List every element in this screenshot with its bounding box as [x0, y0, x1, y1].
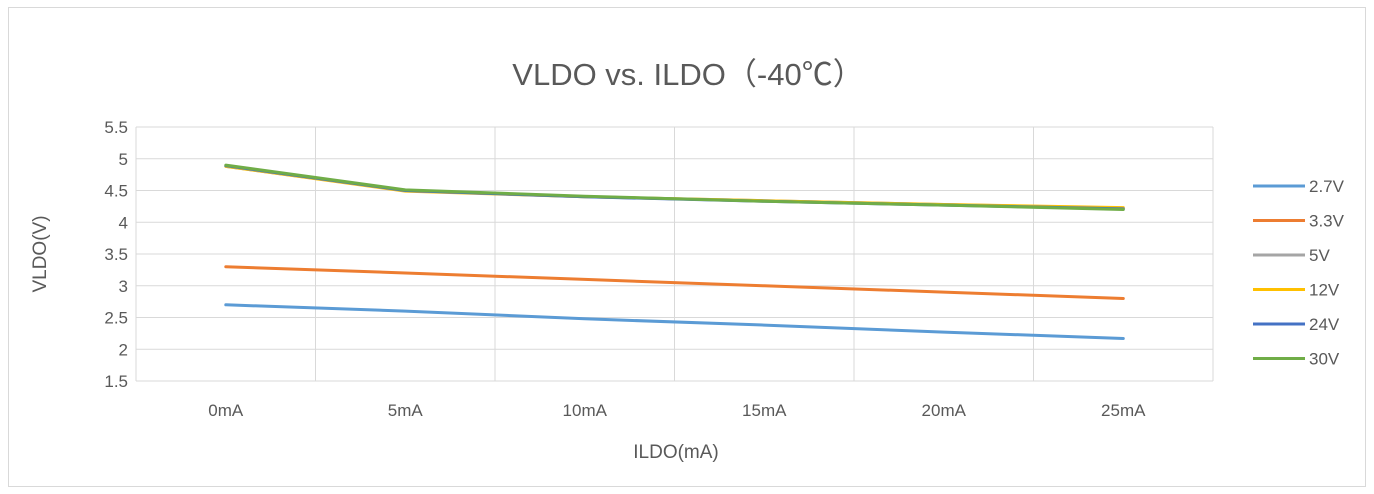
legend-entry-label: 24V	[1309, 315, 1340, 334]
legend-entry-label: 3.3V	[1309, 212, 1345, 231]
y-tick-label: 4	[119, 213, 128, 232]
chart-frame	[8, 7, 1366, 487]
gridlines	[135, 126, 1214, 382]
y-tick-label: 3.5	[104, 245, 128, 264]
y-tick-label: 2.5	[104, 309, 128, 328]
x-tick-label: 0mA	[208, 401, 244, 420]
series-line	[224, 163, 1125, 211]
x-tick-label: 10mA	[563, 401, 608, 420]
legend-entry-label: 5V	[1309, 246, 1330, 265]
legend-entry-label: 2.7V	[1309, 177, 1345, 196]
x-tick-label: 25mA	[1101, 401, 1146, 420]
series-lines	[224, 163, 1125, 340]
y-axis-ticks: 5.5 5 4.5 4 3.5 3 2.5 2 1.5	[104, 118, 128, 391]
series-line	[224, 265, 1125, 300]
legend-entry-label: 30V	[1309, 350, 1340, 369]
x-tick-label: 15mA	[742, 401, 787, 420]
chart-title: VLDO vs. ILDO（-40℃）	[512, 57, 863, 92]
x-tick-label: 20mA	[922, 401, 967, 420]
legend: 2.7V 3.3V 5V 12V 24V 30V	[1253, 177, 1345, 369]
x-axis-label: ILDO(mA)	[633, 442, 719, 463]
y-tick-label: 4.5	[104, 182, 128, 201]
legend-entry-label: 12V	[1309, 281, 1340, 300]
series-line	[224, 303, 1125, 340]
x-axis-ticks: 0mA 5mA 10mA 15mA 20mA 25mA	[208, 401, 1146, 420]
y-tick-label: 3	[119, 277, 128, 296]
y-tick-label: 2	[119, 340, 128, 359]
y-tick-label: 1.5	[104, 372, 128, 391]
y-axis-label: VLDO(V)	[30, 215, 51, 292]
y-tick-label: 5	[119, 150, 128, 169]
x-tick-label: 5mA	[388, 401, 424, 420]
y-tick-label: 5.5	[104, 118, 128, 137]
